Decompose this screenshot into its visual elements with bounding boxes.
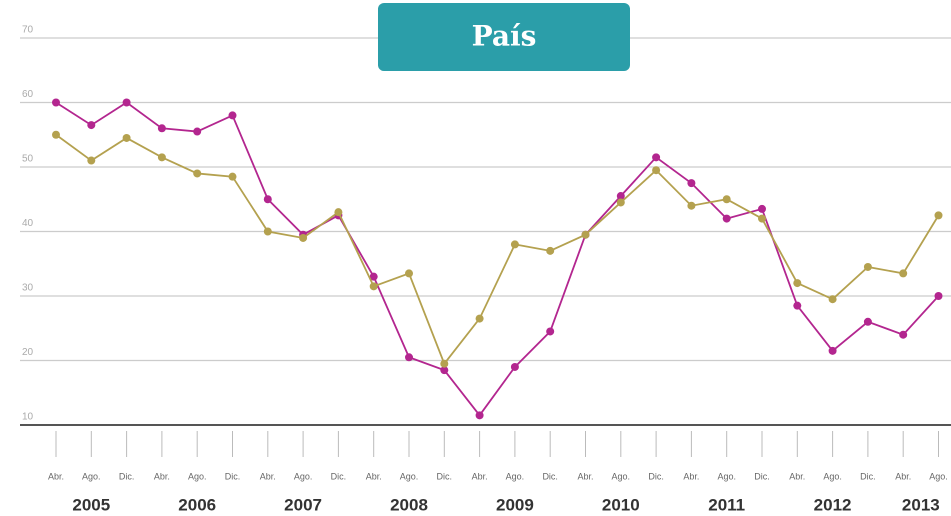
data-point bbox=[687, 201, 696, 210]
data-point bbox=[616, 198, 625, 207]
x-tick-label: Dic. bbox=[437, 471, 453, 481]
data-point bbox=[369, 272, 378, 281]
data-point bbox=[122, 98, 131, 107]
data-point bbox=[52, 98, 60, 107]
data-point bbox=[934, 211, 943, 220]
data-point bbox=[405, 269, 413, 278]
x-tick-label: Ago. bbox=[506, 471, 525, 481]
y-tick-label: 30 bbox=[22, 283, 34, 294]
data-point bbox=[405, 353, 413, 362]
y-tick-label: 40 bbox=[22, 218, 34, 229]
data-point bbox=[863, 317, 872, 326]
x-tick-label: Abr. bbox=[683, 471, 699, 481]
x-tick-label: Dic. bbox=[119, 471, 135, 481]
data-point bbox=[369, 282, 378, 291]
data-point bbox=[157, 124, 166, 133]
year-label: 2007 bbox=[284, 495, 322, 514]
year-label: 2012 bbox=[814, 495, 852, 514]
y-tick-label: 50 bbox=[22, 154, 34, 165]
data-point bbox=[722, 195, 731, 204]
data-point bbox=[899, 330, 908, 339]
x-tick-label: Dic. bbox=[542, 471, 558, 481]
x-tick-label: Abr. bbox=[577, 471, 593, 481]
x-tick-label: Ago. bbox=[929, 471, 948, 481]
y-tick-label: 10 bbox=[22, 412, 34, 423]
year-label: 2006 bbox=[178, 495, 216, 514]
x-tick-label: Dic. bbox=[860, 471, 876, 481]
data-point bbox=[758, 204, 766, 213]
x-tick-label: Dic. bbox=[754, 471, 770, 481]
title-box bbox=[378, 3, 630, 71]
data-point bbox=[122, 133, 131, 142]
x-tick-label: Dic. bbox=[648, 471, 664, 481]
data-point bbox=[687, 179, 696, 188]
data-point bbox=[828, 346, 837, 355]
data-point bbox=[193, 127, 202, 136]
x-tick-label: Abr. bbox=[472, 471, 488, 481]
data-point bbox=[652, 166, 661, 175]
data-point bbox=[616, 192, 625, 201]
series-line bbox=[55, 101, 940, 417]
x-tick-label: Ago. bbox=[612, 471, 631, 481]
data-point bbox=[546, 246, 555, 255]
data-point bbox=[52, 130, 60, 139]
year-label: 2011 bbox=[708, 495, 745, 514]
series-line bbox=[55, 134, 940, 366]
data-point bbox=[510, 362, 519, 371]
data-point bbox=[793, 301, 802, 310]
data-point bbox=[758, 214, 766, 223]
data-point bbox=[863, 262, 872, 271]
chart-title: País bbox=[472, 20, 537, 53]
data-point bbox=[475, 411, 484, 420]
data-point bbox=[157, 153, 166, 162]
y-tick-label: 70 bbox=[22, 25, 34, 36]
year-label: 2009 bbox=[496, 495, 534, 514]
data-point bbox=[510, 240, 519, 249]
data-point bbox=[793, 279, 802, 288]
x-tick-label: Ago. bbox=[400, 471, 419, 481]
data-point bbox=[581, 230, 590, 239]
data-point bbox=[475, 314, 484, 323]
x-tick-label: Dic. bbox=[331, 471, 347, 481]
data-point bbox=[899, 269, 908, 278]
year-label: 2008 bbox=[390, 495, 428, 514]
x-tick-label: Abr. bbox=[260, 471, 276, 481]
x-tick-label: Ago. bbox=[717, 471, 736, 481]
x-tick-label: Abr. bbox=[154, 471, 170, 481]
data-point bbox=[440, 359, 449, 368]
data-point bbox=[299, 233, 308, 242]
x-tick-label: Abr. bbox=[366, 471, 382, 481]
x-tick-label: Dic. bbox=[225, 471, 241, 481]
data-point bbox=[263, 227, 272, 236]
year-label: 2005 bbox=[72, 495, 110, 514]
y-tick-label: 60 bbox=[22, 89, 34, 100]
data-point bbox=[828, 295, 837, 304]
x-tick-label: Abr. bbox=[789, 471, 805, 481]
data-point bbox=[652, 153, 661, 162]
year-label: 2013 bbox=[902, 495, 940, 514]
x-tick-label: Ago. bbox=[294, 471, 313, 481]
data-point bbox=[334, 208, 343, 217]
data-point bbox=[87, 156, 96, 165]
data-point bbox=[228, 111, 237, 120]
y-tick-label: 20 bbox=[22, 347, 34, 358]
x-tick-label: Ago. bbox=[823, 471, 842, 481]
data-point bbox=[546, 327, 555, 336]
x-tick-label: Abr. bbox=[48, 471, 64, 481]
x-tick-label: Abr. bbox=[895, 471, 911, 481]
data-point bbox=[228, 172, 237, 181]
data-point bbox=[87, 121, 96, 130]
data-point bbox=[440, 366, 449, 375]
data-point bbox=[193, 169, 202, 178]
x-tick-label: Ago. bbox=[82, 471, 101, 481]
data-point bbox=[934, 292, 943, 300]
data-point bbox=[263, 195, 272, 204]
x-tick-label: Ago. bbox=[188, 471, 207, 481]
data-point bbox=[722, 214, 731, 223]
year-label: 2010 bbox=[602, 495, 640, 514]
